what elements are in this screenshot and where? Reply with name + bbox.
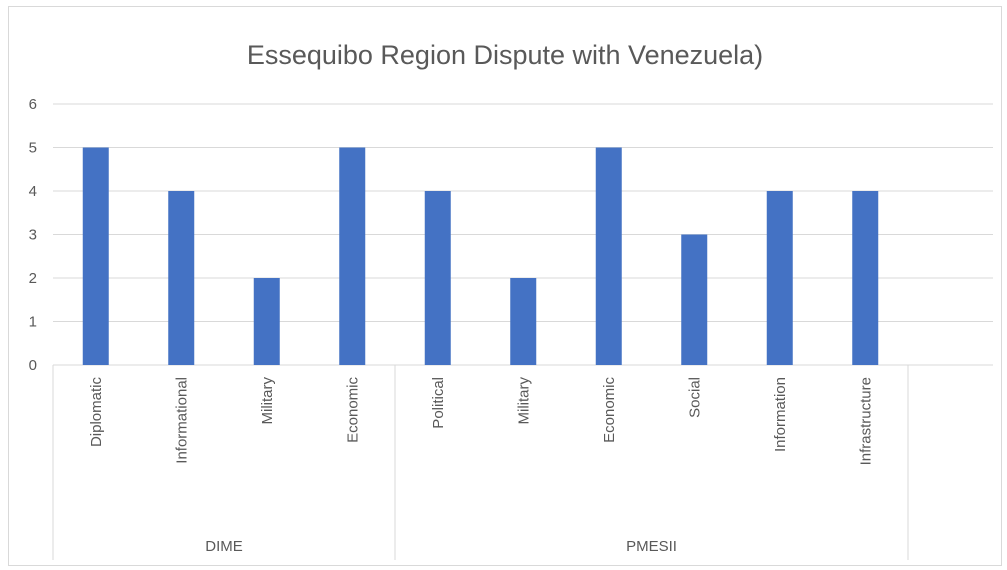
bar (253, 278, 280, 365)
bar (766, 191, 793, 365)
x-category-label: Economic (344, 377, 361, 443)
bar (424, 191, 451, 365)
y-axis-ticks: 0 1 2 3 4 5 6 (29, 96, 37, 374)
chart-title: Essequibo Region Dispute with Venezuela) (247, 40, 763, 70)
bar (510, 278, 537, 365)
gridlines (53, 103, 993, 366)
x-category-label: Infrastructure (857, 377, 874, 465)
bar (339, 147, 366, 365)
y-tick-label: 2 (29, 270, 37, 287)
bar (681, 234, 708, 365)
x-category-label: Military (259, 377, 276, 425)
x-category-label: Social (686, 377, 703, 418)
y-tick-label: 4 (29, 183, 37, 200)
x-category-label: Political (430, 377, 447, 429)
x-category-label: Diplomatic (88, 377, 105, 448)
x-axis: Diplomatic Informational Military Economic D… (52, 365, 909, 560)
x-category-label: Informational (173, 377, 190, 464)
bar (852, 191, 879, 365)
y-tick-label: 3 (29, 227, 37, 244)
y-tick-label: 1 (29, 314, 37, 331)
bars (82, 147, 879, 365)
y-tick-label: 0 (29, 357, 37, 374)
x-category-label: Military (515, 377, 532, 425)
x-group-label: PMESII (626, 538, 677, 555)
bar (82, 147, 109, 365)
y-tick-label: 6 (29, 96, 37, 113)
bar (595, 147, 622, 365)
x-group-label: DIME (205, 538, 243, 555)
x-category-label: Economic (601, 377, 618, 443)
y-tick-label: 5 (29, 140, 37, 157)
bar (168, 191, 195, 365)
x-category-label: Information (772, 377, 789, 452)
